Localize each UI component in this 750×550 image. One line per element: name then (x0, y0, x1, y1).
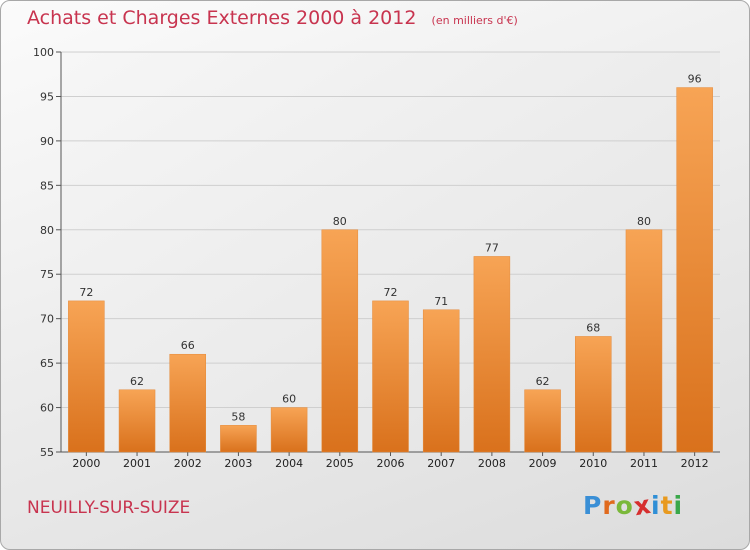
bar (524, 389, 561, 453)
y-tick-label: 55 (40, 446, 54, 459)
y-tick-label: 75 (40, 268, 54, 281)
y-tick-label: 100 (33, 46, 54, 59)
x-tick-label: 2009 (529, 457, 557, 470)
bar (220, 425, 257, 453)
bar (473, 256, 511, 453)
logo-letter: r (602, 491, 616, 520)
x-tick-label: 2003 (224, 457, 252, 470)
x-tick-label: 2005 (326, 457, 354, 470)
bar (625, 229, 663, 453)
data-label: 60 (282, 393, 296, 406)
bar (372, 300, 409, 453)
data-label: 72 (79, 286, 93, 299)
data-label: 96 (688, 73, 702, 86)
bars (68, 87, 713, 453)
data-label: 80 (333, 215, 347, 228)
data-label: 62 (130, 375, 144, 388)
data-label: 71 (434, 295, 448, 308)
x-tick-label: 2001 (123, 457, 151, 470)
logo-letter: i (673, 491, 684, 520)
x-tick-label: 2000 (72, 457, 100, 470)
data-label: 58 (231, 410, 245, 423)
proxiti-logo: Proxiti (583, 490, 684, 522)
data-label: 77 (485, 241, 499, 254)
y-tick-label: 95 (40, 90, 54, 103)
y-tick-label: 85 (40, 179, 54, 192)
bar (575, 336, 612, 453)
bar (676, 87, 713, 453)
city-name: NEUILLY-SUR-SUIZE (27, 498, 191, 518)
x-tick-label: 2007 (427, 457, 455, 470)
bar (169, 353, 206, 453)
x-tick-label: 2012 (681, 457, 709, 470)
data-label: 80 (637, 215, 651, 228)
bar (422, 309, 460, 453)
x-tick-label: 2004 (275, 457, 303, 470)
logo-letter: o (615, 491, 634, 520)
x-tick-label: 2011 (630, 457, 658, 470)
logo-letter: P (583, 491, 603, 520)
bar (118, 389, 156, 453)
y-tick-label: 60 (40, 402, 54, 415)
bar (68, 300, 105, 453)
chart-title: Achats et Charges Externes 2000 à 2012 (27, 7, 417, 29)
data-label: 66 (181, 339, 195, 352)
y-tick-label: 90 (40, 135, 54, 148)
y-tick-label: 65 (40, 357, 54, 370)
y-tick-label: 80 (40, 224, 54, 237)
chart-unit: (en milliers d'€) (431, 14, 518, 27)
x-tick-label: 2008 (478, 457, 506, 470)
y-tick-label: 70 (40, 313, 54, 326)
data-label: 72 (384, 286, 398, 299)
bar (321, 229, 359, 453)
x-tick-label: 2002 (174, 457, 202, 470)
labels: 55 60 65 70 75 80 85 90 95 100 72 2000 62 2001 66 2002 5… (33, 46, 709, 470)
data-label: 68 (586, 321, 600, 334)
chart-header: Achats et Charges Externes 2000 à 2012 (… (27, 7, 518, 29)
logo-letter: t (660, 491, 674, 520)
bar (270, 407, 308, 453)
data-label: 62 (536, 375, 550, 388)
x-tick-label: 2006 (377, 457, 405, 470)
logo-letter: i (651, 491, 661, 520)
x-tick-label: 2010 (579, 457, 607, 470)
